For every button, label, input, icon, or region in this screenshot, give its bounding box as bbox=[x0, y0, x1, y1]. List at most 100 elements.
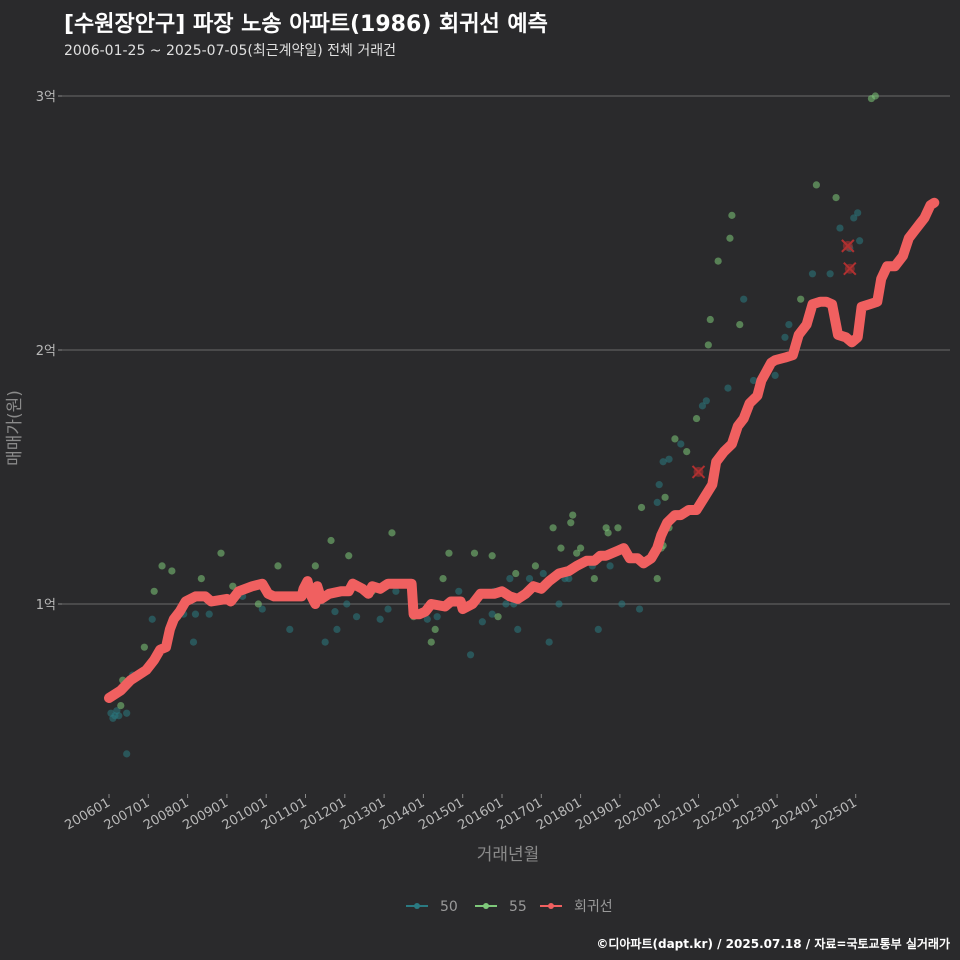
point-50 bbox=[771, 371, 779, 379]
point-55 bbox=[168, 567, 176, 575]
point-50 bbox=[331, 608, 339, 616]
point-55 bbox=[117, 702, 125, 710]
point-50 bbox=[698, 402, 707, 410]
y-tick-label: 3억 bbox=[36, 90, 56, 105]
point-50 bbox=[749, 376, 758, 385]
point-55 bbox=[327, 536, 335, 545]
point-50 bbox=[258, 605, 266, 613]
point-50 bbox=[724, 384, 732, 392]
point-50 bbox=[785, 321, 793, 329]
point-50 bbox=[502, 600, 510, 608]
point-50 bbox=[808, 270, 817, 278]
point-50 bbox=[618, 600, 626, 608]
point-55 bbox=[671, 435, 679, 443]
point-55 bbox=[427, 638, 435, 646]
y-tick-label: 2억 bbox=[36, 344, 56, 359]
point-55 bbox=[158, 562, 166, 570]
point-50 bbox=[545, 638, 553, 646]
excluded-marker bbox=[691, 465, 706, 479]
point-55 bbox=[567, 519, 575, 527]
point-55 bbox=[488, 552, 496, 560]
point-50 bbox=[854, 209, 862, 217]
x-axis-title: 거래년월 bbox=[477, 845, 540, 865]
excluded-points bbox=[691, 239, 857, 479]
point-55 bbox=[704, 341, 712, 349]
point-50 bbox=[659, 458, 667, 466]
x-tick-label: 202501 bbox=[809, 795, 859, 833]
point-50 bbox=[384, 605, 392, 613]
point-55 bbox=[150, 587, 158, 595]
point-55 bbox=[692, 414, 701, 423]
point-55 bbox=[549, 524, 557, 532]
y-tick-label: 1억 bbox=[36, 598, 56, 613]
point-50 bbox=[856, 237, 864, 245]
point-55 bbox=[470, 549, 479, 557]
point-50 bbox=[466, 651, 475, 659]
point-55 bbox=[217, 549, 225, 557]
point-50 bbox=[539, 569, 547, 578]
point-50 bbox=[189, 638, 198, 646]
point-55 bbox=[197, 575, 205, 583]
point-55 bbox=[311, 562, 319, 570]
point-55 bbox=[512, 569, 520, 578]
y-axis-title: 매매가(원) bbox=[5, 390, 25, 466]
point-50 bbox=[677, 440, 685, 448]
point-55 bbox=[797, 295, 805, 303]
point-50 bbox=[555, 600, 563, 608]
point-50 bbox=[594, 625, 602, 634]
point-50 bbox=[565, 575, 573, 583]
point-55 bbox=[557, 544, 565, 552]
point-55 bbox=[726, 234, 734, 242]
point-50 bbox=[826, 270, 834, 278]
legend: 50 55 회귀선 bbox=[406, 899, 613, 915]
excluded-marker bbox=[843, 262, 857, 276]
point-50 bbox=[423, 615, 431, 623]
point-55 bbox=[573, 549, 581, 557]
point-55 bbox=[714, 257, 722, 265]
point-55 bbox=[577, 544, 585, 552]
point-55 bbox=[812, 181, 821, 189]
point-55 bbox=[832, 194, 840, 202]
point-50 bbox=[333, 625, 341, 634]
point-50 bbox=[653, 498, 661, 506]
point-50 bbox=[321, 638, 329, 646]
legend-item-50: 50 bbox=[406, 899, 458, 915]
point-55 bbox=[254, 600, 262, 608]
point-55 bbox=[569, 511, 577, 519]
point-50 bbox=[352, 613, 361, 621]
point-50 bbox=[148, 615, 156, 623]
point-55 bbox=[274, 562, 282, 570]
point-55 bbox=[653, 575, 661, 583]
point-50 bbox=[205, 610, 213, 618]
point-55 bbox=[637, 503, 646, 512]
point-50 bbox=[286, 625, 294, 634]
point-55 bbox=[683, 448, 691, 456]
point-50 bbox=[343, 600, 351, 608]
regression-line bbox=[104, 197, 940, 703]
point-55 bbox=[494, 613, 502, 621]
point-50 bbox=[514, 625, 522, 634]
point-50 bbox=[191, 610, 200, 618]
gridlines bbox=[62, 95, 950, 605]
point-55 bbox=[661, 493, 669, 501]
point-50 bbox=[478, 618, 486, 626]
legend-label: 회귀선 bbox=[574, 899, 613, 915]
point-50 bbox=[488, 610, 496, 618]
point-50 bbox=[665, 455, 673, 463]
y-axis: 1억 2억 3억 bbox=[36, 90, 62, 613]
point-50 bbox=[606, 562, 614, 570]
point-55 bbox=[871, 92, 879, 100]
point-55 bbox=[736, 321, 744, 329]
point-50 bbox=[123, 750, 131, 758]
footer-credit: ©디아파트(dapt.kr) / 2025.07.18 / 자료=국토교통부 실… bbox=[596, 937, 950, 951]
point-50 bbox=[392, 587, 400, 595]
chart-title: [수원장안구] 파장 노송 아파트(1986) 회귀선 예측 bbox=[64, 12, 548, 37]
legend-label: 55 bbox=[509, 899, 527, 915]
point-50 bbox=[525, 575, 534, 583]
point-55 bbox=[229, 582, 237, 590]
point-55 bbox=[388, 529, 396, 537]
point-55 bbox=[431, 625, 439, 634]
point-50 bbox=[433, 613, 441, 621]
point-50 bbox=[376, 615, 384, 623]
